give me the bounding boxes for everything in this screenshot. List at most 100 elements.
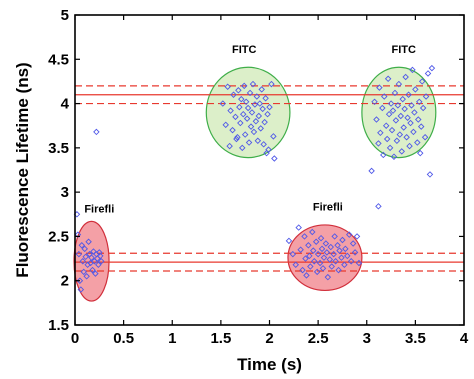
data-point	[385, 110, 393, 118]
data-point	[80, 268, 87, 276]
data-point	[285, 237, 293, 245]
data-point	[335, 266, 342, 274]
data-point	[417, 149, 424, 157]
data-point	[229, 126, 236, 134]
data-point	[404, 114, 411, 121]
data-point	[409, 66, 416, 74]
data-point	[379, 104, 386, 112]
data-point	[246, 89, 254, 97]
data-point	[419, 104, 427, 112]
region-label-2: FITC	[391, 44, 415, 56]
x-axis-label: Time (s)	[237, 355, 302, 374]
data-point	[317, 234, 325, 242]
data-point	[330, 250, 337, 258]
data-point	[268, 80, 275, 88]
data-point	[403, 133, 410, 141]
y-tick-label: 2	[61, 273, 69, 290]
data-point	[81, 245, 88, 253]
data-point	[381, 93, 388, 100]
y-tick-label: 4	[61, 96, 70, 113]
data-point	[226, 142, 233, 150]
data-point	[412, 86, 419, 93]
y-tick-label: 2.5	[48, 228, 69, 245]
data-point	[241, 131, 249, 138]
data-point	[236, 103, 243, 111]
region-ellipse-4	[287, 224, 363, 292]
data-point	[257, 125, 264, 132]
data-point	[305, 242, 312, 249]
x-tick-label: 2	[265, 330, 273, 347]
data-point	[355, 259, 363, 267]
data-point	[77, 286, 85, 293]
data-point	[400, 124, 407, 131]
data-point	[323, 249, 331, 256]
data-point	[399, 95, 406, 103]
data-point	[313, 268, 321, 276]
data-point	[417, 123, 425, 130]
data-point	[237, 119, 244, 127]
data-point	[383, 135, 391, 143]
region-label-1: FITC	[232, 44, 256, 56]
data-point	[289, 250, 297, 258]
x-tick-label: 3	[363, 330, 371, 347]
data-point	[248, 109, 256, 116]
data-point	[230, 91, 237, 98]
data-point	[386, 144, 394, 152]
data-point	[309, 228, 316, 236]
data-point	[310, 257, 318, 265]
data-point	[338, 254, 345, 261]
data-point	[222, 121, 229, 129]
data-point	[93, 128, 100, 136]
data-point	[233, 135, 240, 143]
data-point	[380, 151, 387, 159]
data-point	[375, 140, 382, 147]
data-point	[382, 122, 390, 129]
data-point	[327, 243, 335, 251]
data-point	[240, 82, 248, 90]
x-tick-label: 0.5	[113, 330, 134, 347]
data-point	[96, 249, 103, 256]
data-point	[402, 73, 409, 81]
data-point	[76, 277, 84, 284]
data-point	[424, 70, 432, 77]
data-point	[89, 266, 96, 274]
data-point	[303, 272, 310, 279]
data-point	[375, 203, 382, 210]
ticks-layer: 0 0.5 1 1.5 2 2.5 3 3.5 4 1.5 2 2.5 3 3.5 4 4.5 5	[48, 7, 469, 347]
data-point	[334, 242, 341, 249]
data-point	[247, 123, 255, 130]
data-point	[328, 263, 335, 270]
data-point	[411, 109, 418, 116]
data-point	[254, 137, 262, 145]
data-point	[339, 236, 346, 244]
data-point	[318, 245, 326, 253]
data-point	[326, 256, 334, 263]
data-point	[393, 137, 401, 145]
y-tick-label: 3.5	[48, 140, 69, 157]
data-point	[240, 110, 247, 118]
data-point	[376, 84, 383, 91]
data-point	[242, 98, 250, 106]
data-point	[227, 107, 234, 114]
data-point	[391, 89, 399, 97]
x-tick-label: 0	[71, 330, 79, 347]
data-point	[295, 224, 302, 231]
data-point	[253, 93, 261, 100]
data-point	[234, 133, 241, 141]
data-point	[373, 116, 380, 123]
data-point	[261, 118, 268, 126]
data-point	[92, 270, 99, 277]
y-tick-label: 4.5	[48, 51, 69, 68]
data-point	[79, 257, 87, 265]
data-point	[299, 266, 306, 274]
data-point	[324, 273, 332, 281]
data-point	[271, 155, 278, 162]
data-point	[244, 104, 252, 112]
data-point	[319, 265, 327, 272]
plot-frame	[74, 14, 465, 326]
data-point	[82, 253, 89, 261]
data-point	[238, 95, 245, 103]
data-point	[264, 110, 271, 118]
